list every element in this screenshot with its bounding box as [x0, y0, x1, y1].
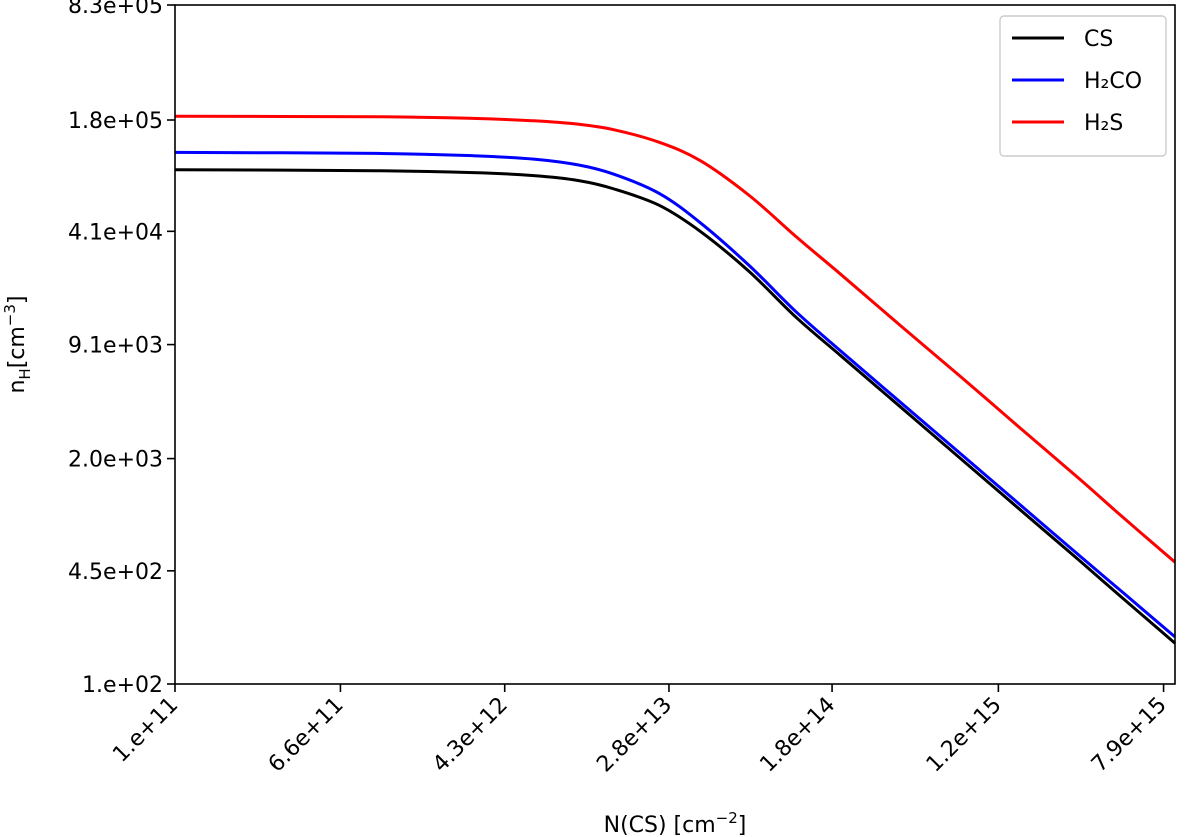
series-line-cs — [174, 168, 1176, 645]
series-line-hco — [174, 150, 1176, 639]
series-line-hs — [174, 114, 1176, 564]
y-tick-label: 1.8e+05 — [68, 109, 163, 134]
y-tick-label: 4.5e+02 — [68, 560, 163, 585]
x-tick-label: 1.2e+15 — [922, 693, 1007, 778]
x-tick-labels: 1.e+11 6.6e+11 4.3e+12 2.8e+13 1.8e+14 1.2e+1… — [108, 693, 1171, 778]
x-tick-label: 4.3e+12 — [428, 693, 513, 778]
plot-area-frame — [174, 4, 1176, 685]
tick-marks — [167, 4, 1165, 692]
x-tick-label: 7.9e+15 — [1087, 693, 1172, 778]
series-lines — [174, 114, 1176, 645]
y-tick-label: 4.1e+04 — [68, 220, 163, 245]
y-axis-title: nH[cm−3] — [1, 295, 34, 393]
x-tick-label: 1.8e+14 — [755, 693, 840, 778]
x-tick-label: 6.6e+11 — [264, 693, 349, 778]
legend-label-hco: H₂CO — [1084, 69, 1142, 94]
legend: CS H₂CO H₂S — [999, 15, 1167, 157]
y-tick-label: 8.3e+05 — [68, 0, 163, 19]
x-tick-label: 2.8e+13 — [592, 693, 677, 778]
y-tick-label: 9.1e+03 — [68, 334, 163, 359]
y-tick-labels: 1.e+02 4.5e+02 2.0e+03 9.1e+03 4.1e+04 1.8e+0… — [68, 0, 163, 698]
y-tick-label: 2.0e+03 — [68, 448, 163, 473]
y-tick-label: 1.e+02 — [82, 673, 163, 698]
legend-label-cs: CS — [1084, 27, 1113, 52]
legend-label-hs: H₂S — [1084, 111, 1123, 136]
x-tick-label: 1.e+11 — [108, 693, 183, 768]
x-axis-title: N(CS) [cm−2] — [604, 809, 747, 837]
